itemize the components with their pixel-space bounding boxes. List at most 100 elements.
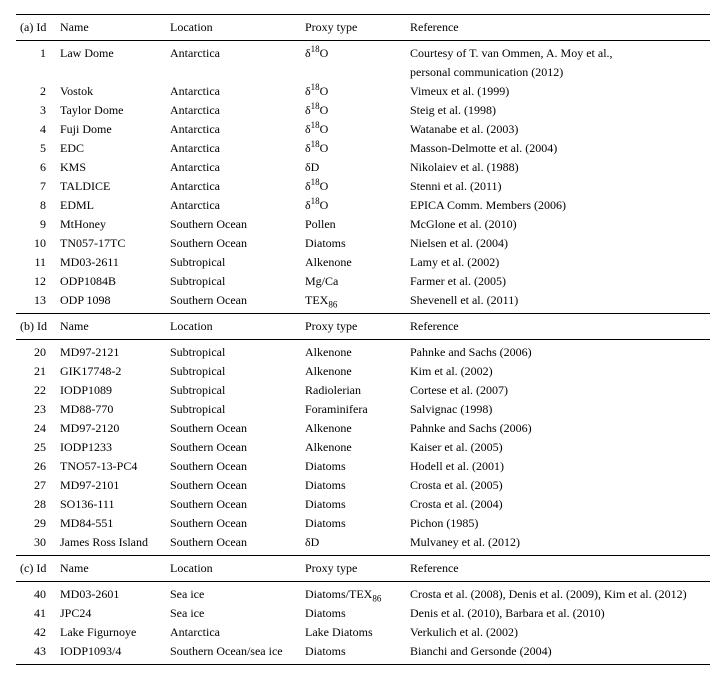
cell-name: IODP1233: [56, 438, 166, 457]
cell-name: SO136-111: [56, 495, 166, 514]
cell-reference: Cortese et al. (2007): [406, 381, 710, 400]
cell-proxy: Diatoms: [301, 234, 406, 253]
col-header-reference: Reference: [406, 314, 710, 340]
section-header-row: (b) IdNameLocationProxy typeReference: [16, 314, 710, 340]
cell-proxy: δD: [301, 158, 406, 177]
table-row: 2VostokAntarcticaδ18OVimeux et al. (1999…: [16, 82, 710, 101]
cell-name: MD84-551: [56, 514, 166, 533]
cell-id: 24: [16, 419, 56, 438]
table-row: 23MD88-770SubtropicalForaminiferaSalvign…: [16, 400, 710, 419]
cell-id: 27: [16, 476, 56, 495]
col-header-proxy: Proxy type: [301, 15, 406, 41]
proxy-references-table: (a) IdNameLocationProxy typeReference1La…: [16, 14, 710, 665]
cell-reference: Masson-Delmotte et al. (2004): [406, 139, 710, 158]
cell-proxy: δ18O: [301, 196, 406, 215]
cell-proxy: Foraminifera: [301, 400, 406, 419]
cell-location: Subtropical: [166, 340, 301, 363]
cell-name: MD97-2120: [56, 419, 166, 438]
table-row: 5EDCAntarcticaδ18OMasson-Delmotte et al.…: [16, 139, 710, 158]
cell-id: 6: [16, 158, 56, 177]
cell-location: Southern Ocean: [166, 514, 301, 533]
cell-name: MD97-2121: [56, 340, 166, 363]
table-row: 40MD03-2601Sea iceDiatoms/TEX86Crosta et…: [16, 582, 710, 605]
cell-id: 25: [16, 438, 56, 457]
cell-reference: Hodell et al. (2001): [406, 457, 710, 476]
cell-location: Southern Ocean: [166, 215, 301, 234]
table-row: 29MD84-551Southern OceanDiatomsPichon (1…: [16, 514, 710, 533]
cell-location: Antarctica: [166, 101, 301, 120]
cell-name: TNO57-13-PC4: [56, 457, 166, 476]
cell-proxy: δD: [301, 533, 406, 556]
cell-proxy: δ18O: [301, 177, 406, 196]
table-row: 25IODP1233Southern OceanAlkenoneKaiser e…: [16, 438, 710, 457]
col-header-name: Name: [56, 556, 166, 582]
cell-id: 10: [16, 234, 56, 253]
cell-reference: Vimeux et al. (1999): [406, 82, 710, 101]
cell-id: 21: [16, 362, 56, 381]
table-row: 27MD97-2101Southern OceanDiatomsCrosta e…: [16, 476, 710, 495]
cell-name: MD97-2101: [56, 476, 166, 495]
table-row: 26TNO57-13-PC4Southern OceanDiatomsHodel…: [16, 457, 710, 476]
cell-location: Southern Ocean: [166, 457, 301, 476]
table-row: 6KMSAntarcticaδDNikolaiev et al. (1988): [16, 158, 710, 177]
cell-reference: Stenni et al. (2011): [406, 177, 710, 196]
cell-reference: Courtesy of T. van Ommen, A. Moy et al.,: [406, 41, 710, 64]
cell-location: Southern Ocean: [166, 476, 301, 495]
table-row: 12ODP1084BSubtropicalMg/CaFarmer et al. …: [16, 272, 710, 291]
cell-proxy: Pollen: [301, 215, 406, 234]
table-row: 1Law DomeAntarcticaδ18OCourtesy of T. va…: [16, 41, 710, 64]
cell-reference: Pahnke and Sachs (2006): [406, 419, 710, 438]
cell-location: Antarctica: [166, 82, 301, 101]
col-header-location: Location: [166, 556, 301, 582]
cell-reference-cont: personal communication (2012): [406, 63, 710, 82]
cell-reference: Crosta et al. (2008), Denis et al. (2009…: [406, 582, 710, 605]
cell-reference: Kim et al. (2002): [406, 362, 710, 381]
cell-proxy: TEX86: [301, 291, 406, 314]
cell-reference: Crosta et al. (2004): [406, 495, 710, 514]
cell-id: 9: [16, 215, 56, 234]
cell-location: Southern Ocean/sea ice: [166, 642, 301, 665]
table-row: 42Lake FigurnoyeAntarcticaLake DiatomsVe…: [16, 623, 710, 642]
cell-id: 42: [16, 623, 56, 642]
table-row: 3Taylor DomeAntarcticaδ18OSteig et al. (…: [16, 101, 710, 120]
cell-id: 41: [16, 604, 56, 623]
table-row: 24MD97-2120Southern OceanAlkenonePahnke …: [16, 419, 710, 438]
cell-reference: Lamy et al. (2002): [406, 253, 710, 272]
cell-name: TN057-17TC: [56, 234, 166, 253]
cell-location: Antarctica: [166, 177, 301, 196]
cell-proxy: Alkenone: [301, 438, 406, 457]
table-row: 30James Ross IslandSouthern OceanδDMulva…: [16, 533, 710, 556]
col-header-id: (c) Id: [16, 556, 56, 582]
cell-reference: Verkulich et al. (2002): [406, 623, 710, 642]
cell-location: Antarctica: [166, 623, 301, 642]
col-header-location: Location: [166, 15, 301, 41]
cell-proxy: Alkenone: [301, 253, 406, 272]
cell-id: 30: [16, 533, 56, 556]
cell-location: Subtropical: [166, 272, 301, 291]
cell-id: 12: [16, 272, 56, 291]
cell-proxy: Diatoms: [301, 514, 406, 533]
cell-reference: Pahnke and Sachs (2006): [406, 340, 710, 363]
table-row: 41JPC24Sea iceDiatomsDenis et al. (2010)…: [16, 604, 710, 623]
cell-blank: [16, 63, 56, 82]
cell-reference: Farmer et al. (2005): [406, 272, 710, 291]
cell-id: 23: [16, 400, 56, 419]
cell-proxy: δ18O: [301, 139, 406, 158]
cell-reference: McGlone et al. (2010): [406, 215, 710, 234]
cell-name: IODP1093/4: [56, 642, 166, 665]
cell-location: Southern Ocean: [166, 234, 301, 253]
cell-proxy: Alkenone: [301, 419, 406, 438]
table-row: 10TN057-17TCSouthern OceanDiatomsNielsen…: [16, 234, 710, 253]
cell-reference: Salvignac (1998): [406, 400, 710, 419]
cell-blank: [166, 63, 301, 82]
cell-location: Southern Ocean: [166, 495, 301, 514]
cell-reference: Mulvaney et al. (2012): [406, 533, 710, 556]
table-row: 8EDMLAntarcticaδ18OEPICA Comm. Members (…: [16, 196, 710, 215]
cell-name: Vostok: [56, 82, 166, 101]
cell-blank: [301, 63, 406, 82]
cell-location: Antarctica: [166, 41, 301, 64]
col-header-id: (a) Id: [16, 15, 56, 41]
cell-name: IODP1089: [56, 381, 166, 400]
table-row: 7TALDICEAntarcticaδ18OStenni et al. (201…: [16, 177, 710, 196]
cell-reference: Nielsen et al. (2004): [406, 234, 710, 253]
